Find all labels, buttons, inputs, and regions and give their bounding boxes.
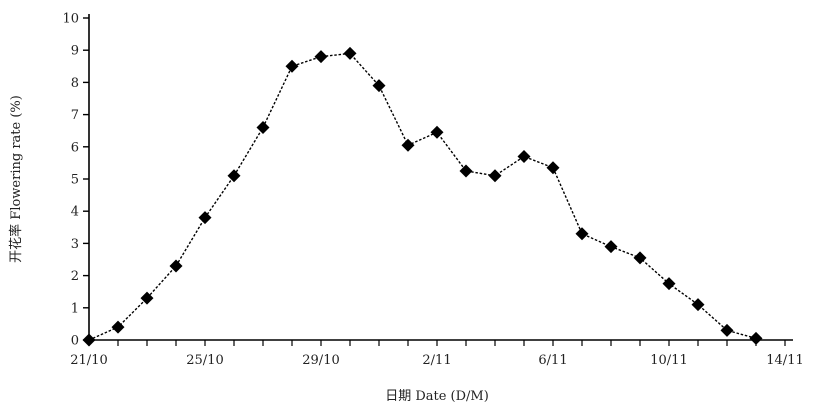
data-point-marker xyxy=(430,125,444,139)
axes xyxy=(88,14,793,341)
data-point-marker xyxy=(749,331,763,345)
data-point-marker xyxy=(720,323,734,337)
data-point-marker xyxy=(256,120,270,134)
data-point-marker xyxy=(604,240,618,254)
data-point-marker xyxy=(198,211,212,225)
x-tick-label: 2/11 xyxy=(422,353,451,368)
data-point-marker xyxy=(285,59,299,73)
x-tick-label: 6/11 xyxy=(538,353,567,368)
y-tick-label: 7 xyxy=(71,108,79,123)
y-axis-title: 开花率 Flowering rate (%) xyxy=(8,95,24,263)
data-point-marker xyxy=(488,169,502,183)
y-tick-label: 5 xyxy=(71,173,79,188)
data-point-marker xyxy=(343,46,357,60)
y-tick-label: 8 xyxy=(71,76,79,91)
x-axis-title: 日期 Date (D/M) xyxy=(385,389,489,404)
y-tick-label: 1 xyxy=(71,301,79,316)
y-tick-label: 10 xyxy=(62,12,79,27)
x-tick-label: 21/10 xyxy=(70,353,107,368)
data-point-marker xyxy=(691,298,705,312)
y-tick-label: 9 xyxy=(71,44,79,59)
y-tick-label: 0 xyxy=(71,334,79,349)
y-axis-ticks: 0 1 2 3 4 5 6 7 8 9 10 xyxy=(62,12,89,349)
data-point-marker xyxy=(140,291,154,305)
x-axis-ticks: 21/10 25/10 29/10 2/11 6/11 10/11 14/11 xyxy=(70,340,804,368)
y-tick-label: 4 xyxy=(71,205,79,220)
data-point-marker xyxy=(227,169,241,183)
data-point-marker xyxy=(111,320,125,334)
data-point-marker xyxy=(459,164,473,178)
data-point-marker xyxy=(517,149,531,163)
x-tick-label: 29/10 xyxy=(302,353,339,368)
data-point-marker xyxy=(575,227,589,241)
data-point-marker xyxy=(633,251,647,265)
y-tick-label: 3 xyxy=(71,237,79,252)
x-tick-label: 14/11 xyxy=(766,353,803,368)
x-tick-label: 25/10 xyxy=(186,353,223,368)
data-point-marker xyxy=(401,138,415,152)
series-layer xyxy=(82,46,763,347)
data-point-marker xyxy=(372,79,386,93)
y-tick-label: 2 xyxy=(71,269,79,284)
data-point-marker xyxy=(169,259,183,273)
data-point-marker xyxy=(546,161,560,175)
y-tick-label: 6 xyxy=(71,140,79,155)
data-point-marker xyxy=(314,50,328,64)
data-point-marker xyxy=(82,333,96,347)
x-tick-label: 10/11 xyxy=(650,353,687,368)
series-line xyxy=(88,52,757,341)
data-point-marker xyxy=(662,277,676,291)
